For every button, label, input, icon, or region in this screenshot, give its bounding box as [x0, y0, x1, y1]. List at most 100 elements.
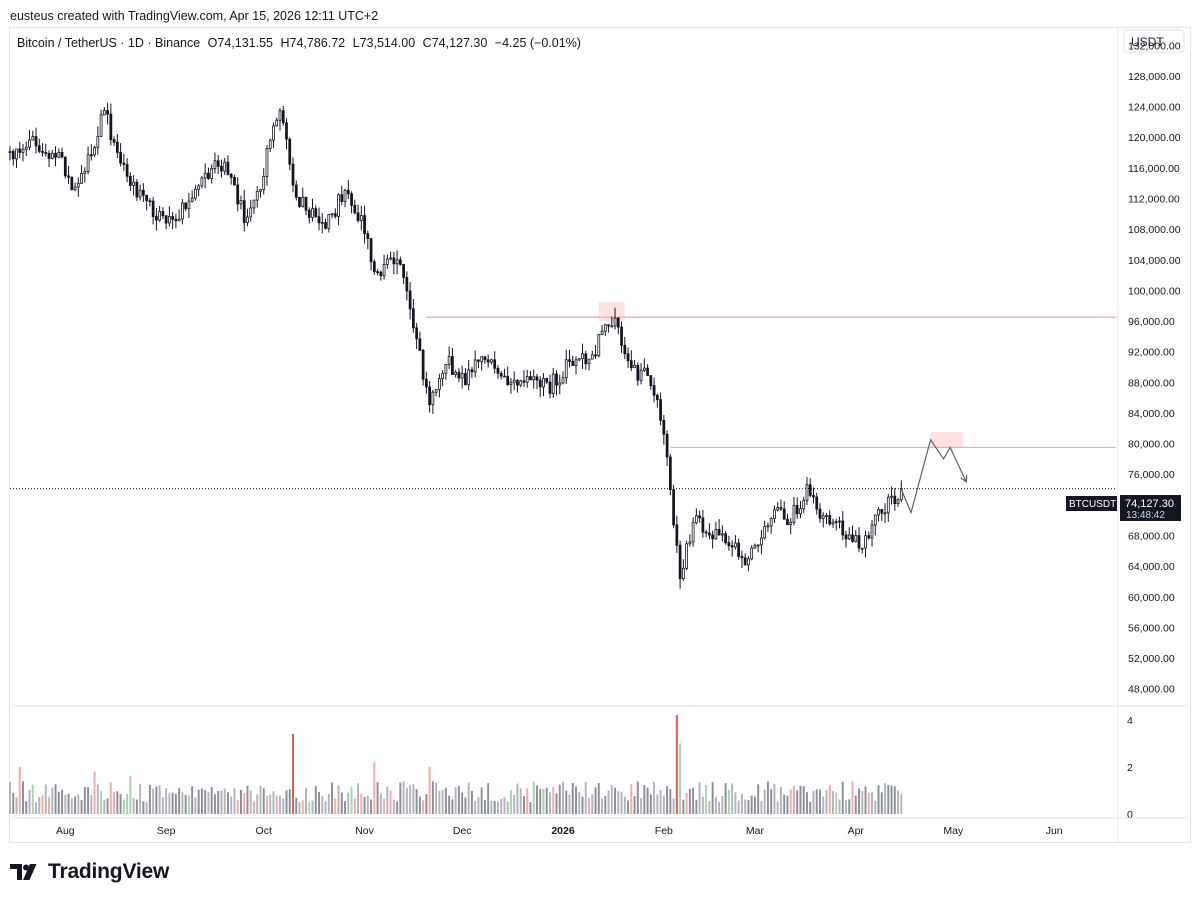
candle-body — [408, 290, 412, 310]
volume-bar — [285, 790, 288, 814]
candle-body — [242, 200, 246, 223]
projection-line — [900, 438, 967, 515]
volume-bar — [854, 795, 857, 814]
volume-bar — [532, 781, 535, 814]
currency-badge[interactable] — [1123, 29, 1185, 53]
volume-bar — [239, 789, 242, 814]
volume-bar — [568, 794, 571, 814]
candle-body — [828, 515, 832, 525]
volume-bar — [646, 787, 649, 814]
candle-body — [187, 200, 191, 210]
candle-body — [288, 138, 292, 165]
candle-body — [665, 433, 669, 458]
candle-body — [662, 419, 666, 435]
candle-body — [369, 238, 373, 263]
volume-bar — [31, 784, 34, 814]
volume-bar — [48, 796, 51, 814]
volume-bar — [571, 782, 574, 814]
volume-bar — [386, 786, 389, 814]
candle-body — [629, 360, 633, 369]
volume-bar — [9, 781, 11, 814]
volume-bar — [737, 800, 740, 814]
candle-body — [80, 173, 83, 184]
time-tick-label: Aug — [56, 825, 75, 837]
candle-body — [99, 114, 103, 137]
volume-bar — [409, 785, 412, 814]
candle-body — [444, 364, 448, 374]
volume-bar — [718, 802, 721, 814]
candle-body — [392, 257, 396, 265]
volume-bar — [636, 781, 639, 814]
volume-bar — [61, 789, 64, 814]
volume-bar — [266, 795, 268, 814]
volume-bar — [366, 795, 369, 814]
volume-bar — [155, 786, 158, 814]
volume-bar — [41, 795, 44, 814]
candle-body — [320, 222, 324, 224]
highlight-zone — [930, 432, 964, 448]
candle-body — [421, 349, 425, 380]
candle-body — [359, 215, 363, 221]
legend-low: L73,514.00 — [352, 36, 416, 50]
candle-body — [688, 541, 692, 545]
volume-bar — [288, 789, 291, 814]
volume-bar — [757, 784, 760, 814]
candle-body — [350, 193, 353, 206]
volume-bar — [301, 800, 304, 814]
candle-body — [623, 344, 627, 355]
candle-body — [789, 521, 793, 526]
price-tick-label: 92,000.00 — [1128, 347, 1175, 359]
volume-bar — [327, 793, 330, 814]
candle-body — [434, 388, 438, 393]
candle-body — [626, 353, 630, 362]
candle-body — [229, 173, 233, 178]
volume-bar — [370, 799, 373, 814]
candle-body — [67, 175, 70, 178]
candle-body — [464, 373, 467, 386]
volume-bar — [379, 793, 382, 814]
candle-body — [805, 484, 809, 501]
volume-bar — [714, 796, 717, 814]
volume-bar — [217, 791, 220, 814]
volume-bar — [461, 792, 464, 814]
volume-bar — [448, 795, 451, 814]
volume-bar — [649, 794, 652, 814]
volume-bar — [542, 788, 545, 814]
candle-body — [294, 184, 298, 198]
candle-body — [372, 261, 376, 273]
candle-body — [818, 508, 822, 519]
candle-body — [633, 364, 636, 369]
volume-bar — [350, 787, 353, 814]
volume-bar — [500, 798, 503, 814]
candle-body — [681, 567, 685, 580]
volume-bar — [796, 790, 799, 814]
volume-bar — [165, 788, 168, 814]
price-tick-label: 108,000.00 — [1128, 224, 1181, 236]
volume-bar — [464, 797, 467, 814]
volume-bar — [812, 790, 815, 814]
volume-bar — [594, 787, 597, 814]
volume-bar — [103, 799, 106, 814]
tradingview-footer[interactable]: TradingView — [10, 860, 169, 884]
volume-bar — [721, 796, 724, 814]
volume-bar — [545, 787, 548, 814]
candle-body — [548, 381, 552, 394]
candle-body — [864, 535, 867, 549]
volume-bar — [630, 784, 633, 814]
volume-bar — [116, 791, 119, 814]
volume-bar — [207, 791, 210, 814]
legend-open: O74,131.55 — [207, 36, 274, 50]
volume-bar — [597, 783, 600, 814]
volume-bar — [789, 789, 792, 814]
candle-body — [795, 505, 799, 515]
candle-body — [512, 379, 516, 383]
volume-bar — [848, 799, 851, 814]
volume-bar — [204, 789, 207, 814]
symbol-title[interactable]: Bitcoin / TetherUS · 1D · Binance — [17, 36, 201, 50]
candle-body — [431, 391, 435, 406]
volume-bar — [418, 796, 421, 814]
volume-bar — [152, 788, 155, 814]
volume-bar — [623, 796, 626, 814]
volume-bar — [44, 784, 47, 814]
